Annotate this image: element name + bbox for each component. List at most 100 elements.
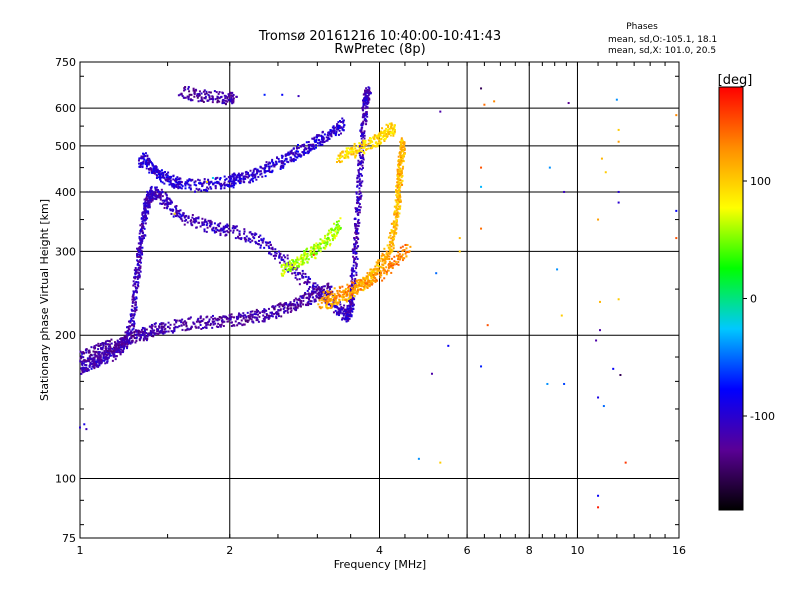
trace-1-point	[120, 338, 123, 341]
trace-0-point	[304, 281, 307, 284]
trace-0-point	[357, 201, 360, 204]
sparse-point	[567, 102, 570, 105]
trace-2-point	[252, 173, 255, 176]
trace-6-point	[319, 250, 322, 253]
trace-1-point	[320, 286, 323, 289]
trace-0-point	[81, 371, 84, 374]
trace-0-point	[142, 219, 145, 222]
trace-4-point	[353, 295, 356, 298]
trace-0-point	[366, 115, 369, 118]
trace-0-point	[358, 193, 361, 196]
trace-0-point	[144, 215, 147, 218]
trace-0-point	[144, 206, 147, 209]
trace-4-point	[358, 288, 361, 291]
trace-2-point	[229, 178, 232, 181]
trace-3-point	[224, 103, 227, 106]
trace-0-point	[121, 337, 124, 340]
trace-1-point	[153, 323, 156, 326]
trace-2-point	[247, 173, 250, 176]
trace-3-point	[227, 98, 230, 101]
trace-6-point	[323, 247, 326, 250]
trace-0-point	[368, 92, 371, 95]
trace-4-point	[369, 281, 372, 284]
trace-2-point	[317, 134, 320, 137]
trace-4-point	[325, 304, 328, 307]
trace-4-point	[395, 206, 398, 209]
trace-7-point	[333, 296, 336, 299]
trace-1-point	[125, 338, 128, 341]
trace-2-point	[238, 176, 241, 179]
trace-0-point	[337, 308, 340, 311]
trace-1-point	[316, 292, 319, 295]
trace-0-point	[143, 215, 146, 218]
trace-5-point	[373, 135, 376, 138]
trace-1-point	[325, 294, 328, 297]
trace-2-point	[323, 141, 326, 144]
trace-0-point	[178, 216, 181, 219]
trace-4-point	[356, 290, 359, 293]
trace-1-point	[150, 333, 153, 336]
trace-6-point	[326, 241, 329, 244]
trace-2-point	[313, 139, 316, 142]
trace-0-point	[209, 223, 212, 226]
trace-5-point	[385, 123, 388, 126]
trace-0-point	[312, 282, 315, 285]
trace-0-point	[296, 278, 299, 281]
trace-7-point	[406, 251, 409, 254]
trace-1-point	[88, 355, 91, 358]
sparse-point	[205, 180, 208, 183]
y-axis-label: Stationary phase Virtual Height [km]	[38, 199, 51, 401]
trace-2-point	[229, 175, 232, 178]
trace-0-point	[169, 209, 172, 212]
trace-0-point	[146, 217, 149, 220]
trace-0-point	[176, 212, 179, 215]
trace-1-point	[296, 301, 299, 304]
trace-5-point	[350, 153, 353, 156]
trace-1-point	[254, 316, 257, 319]
trace-2-point	[175, 183, 178, 186]
trace-1-point	[274, 305, 277, 308]
trace-6-point	[290, 267, 293, 270]
trace-0-point	[115, 355, 118, 358]
trace-1-point	[278, 305, 281, 308]
trace-4-point	[395, 204, 398, 207]
trace-2-point	[169, 181, 172, 184]
trace-1-point	[218, 318, 221, 321]
trace-4-point	[377, 267, 380, 270]
trace-7-point	[344, 291, 347, 294]
trace-2-point	[337, 127, 340, 130]
trace-2-point	[251, 172, 254, 175]
trace-2-point	[176, 181, 179, 184]
trace-1-point	[150, 334, 153, 337]
trace-1-point	[88, 349, 91, 352]
trace-2-point	[332, 125, 335, 128]
trace-2-point	[313, 136, 316, 139]
trace-5-point	[336, 157, 339, 160]
trace-2-point	[325, 136, 328, 139]
trace-7-point	[363, 280, 366, 283]
trace-1-point	[323, 288, 326, 291]
trace-1-point	[243, 323, 246, 326]
trace-0-point	[362, 133, 365, 136]
trace-0-point	[350, 315, 353, 318]
trace-0-point	[166, 205, 169, 208]
trace-1-point	[235, 317, 238, 320]
trace-4-point	[368, 271, 371, 274]
trace-5-point	[376, 145, 379, 148]
trace-0-point	[150, 192, 153, 195]
trace-4-point	[396, 173, 399, 176]
trace-0-point	[349, 274, 352, 277]
trace-2-point	[259, 165, 262, 168]
trace-4-point	[333, 300, 336, 303]
trace-0-point	[353, 258, 356, 261]
trace-1-point	[162, 322, 165, 325]
trace-0-point	[150, 198, 153, 201]
trace-3-point	[200, 97, 203, 100]
trace-0-point	[356, 209, 359, 212]
trace-1-point	[317, 288, 320, 291]
trace-4-point	[329, 299, 332, 302]
trace-1-point	[235, 315, 238, 318]
trace-4-point	[396, 170, 399, 173]
trace-1-point	[223, 315, 226, 318]
trace-0-point	[133, 269, 136, 272]
